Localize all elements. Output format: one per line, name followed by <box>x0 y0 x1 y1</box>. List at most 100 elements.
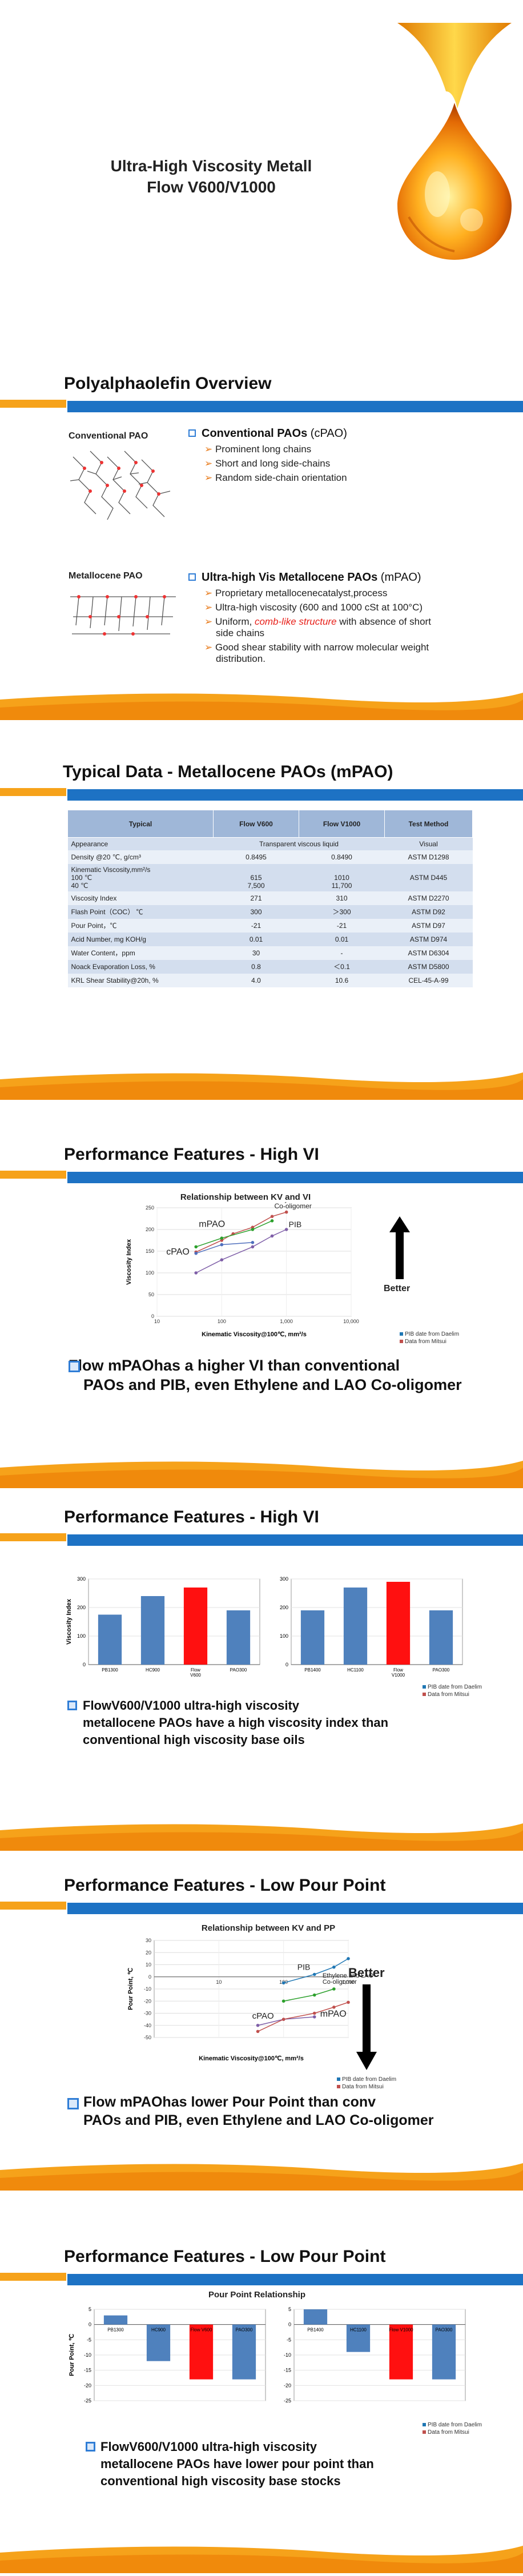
table-cell: Density @20 ℃, g/cm³ <box>71 853 141 861</box>
arrow-bullet-icon: ➢ <box>204 444 215 455</box>
y-tick-label: 150 <box>146 1248 154 1254</box>
y-tick-label: -5 <box>287 2337 291 2342</box>
bar <box>300 1610 325 1665</box>
bullet-box-icon <box>67 1701 77 1710</box>
table-cell: ASTM D445 <box>409 873 448 882</box>
pp-bar-chart-v1000: 5 0 -5 -10 -15 -20 -25 PB1400 HC1100 Flow V1000 PA… <box>284 2306 466 2404</box>
chart-title: Pour Point Relationship <box>208 2290 305 2300</box>
x-tick-label: HC1100 <box>347 1667 364 1673</box>
y-tick-label: -15 <box>284 2368 291 2373</box>
conventional-pao-abbr: (cPAO) <box>310 427 347 440</box>
col-header: Flow V600 <box>213 810 299 838</box>
kv-vi-scatter-chart: 0 50 100 150 200 250 10 100 1,000 10,000 Kinematic… <box>126 1202 359 1338</box>
y-tick-label: 30 <box>146 1938 151 1943</box>
bar <box>226 1610 251 1665</box>
bar <box>183 1588 208 1665</box>
checkbox-bullet-icon <box>188 429 196 437</box>
bar <box>346 2324 371 2352</box>
x-tick-label: PB1400 <box>307 2328 324 2333</box>
data-point <box>284 1210 288 1214</box>
bar <box>189 2324 214 2380</box>
y-tick-label: -10 <box>84 2352 91 2358</box>
col-header: Typical <box>67 810 214 838</box>
plot-area <box>156 1207 352 1317</box>
y-tick-label: -30 <box>144 2011 151 2016</box>
better-label: Better <box>348 1966 385 1980</box>
table-row: Acid Number, mg KOH/g 0.01 0.01 ASTM D974 <box>67 932 473 946</box>
met-item-4: ➢ Good shear stability with narrow molec… <box>204 642 429 664</box>
table-cell: ＜0.1 <box>333 963 350 971</box>
y-tick-label: -40 <box>144 2023 151 2028</box>
y-tick-label: 200 <box>146 1227 154 1232</box>
table-cell: Pour Point，℃ <box>71 922 117 930</box>
series-label: Ethylene and LAO <box>323 1972 374 1979</box>
series-line <box>195 1211 287 1253</box>
table-cell: ASTM D92 <box>412 907 445 916</box>
oil-drop-illustration <box>397 23 512 260</box>
header-bar <box>0 1902 523 1914</box>
y-tick-label: 0 <box>148 1974 151 1980</box>
better-arrow-down-icon <box>356 1984 377 2070</box>
y-tick-label: 300 <box>280 1576 288 1582</box>
y-tick-label: 200 <box>280 1605 288 1610</box>
y-tick-label: 0 <box>83 1662 86 1667</box>
footer-wave <box>0 1072 523 1100</box>
data-point <box>256 2030 260 2034</box>
table-cell: ASTM D97 <box>412 921 445 930</box>
data-point <box>194 1252 198 1255</box>
table-cell: -21 <box>336 921 347 930</box>
x-axis-label: Kinematic Viscosity@100℃, mm²/s <box>202 1331 307 1338</box>
low-pour-point-slide-2: Performance Features - Low Pour Point Po… <box>0 2239 523 2576</box>
metallocene-pao-structure <box>70 595 176 636</box>
bar <box>343 1588 368 1665</box>
table-row: Kinematic Viscosity,mm²/s 100 ℃ 40 ℃ 615… <box>67 863 473 891</box>
data-point <box>270 1234 274 1238</box>
table-cell: KRL Shear Stability@20h, % <box>71 976 159 984</box>
table-cell: ＞300 <box>332 908 351 916</box>
table-row: Appearance Transparent viscous liquid Vi… <box>67 837 473 850</box>
x-tick-label: PAO300 <box>236 2328 253 2333</box>
y-tick-label: -10 <box>144 1986 151 1992</box>
table-cell: 0.01 <box>335 935 349 943</box>
chart-note: PIB date from Daelim Data from Mitsui <box>337 2076 396 2091</box>
data-point <box>312 1993 316 1997</box>
table-cell: -21 <box>251 921 262 930</box>
bar <box>303 2309 328 2325</box>
series-line <box>283 1988 335 2002</box>
high-vi-slide-2: Performance Features - High VI 0 100 200 30… <box>0 1502 523 1856</box>
table-cell: 0.8 <box>251 962 261 971</box>
y-tick-label: -25 <box>84 2398 91 2404</box>
table-cell: ASTM D1298 <box>408 853 449 861</box>
slide-title: Polyalphaolefin Overview <box>64 374 272 393</box>
bullet-text: FlowV600/V1000 ultra-high viscosity meta… <box>83 1698 389 1747</box>
x-tick-label: PB1300 <box>102 1667 118 1673</box>
conventional-pao-heading: Conventional PAOs <box>202 427 308 440</box>
pao-overview-slide: Polyalphaolefin Overview Conventional PA… <box>0 365 523 731</box>
vi-bar-chart-v600: 0 100 200 300 PB1300 HC900 FlowV600 PAO300 Visco… <box>66 1576 260 1678</box>
slide-title: Performance Features - High VI <box>64 1508 319 1526</box>
header-bar <box>0 1171 523 1183</box>
bullet-box-icon <box>67 2098 79 2109</box>
table-cell: Noack Evaporation Loss, % <box>71 962 155 971</box>
data-point <box>194 1245 198 1249</box>
table-cell: 0.01 <box>249 935 263 943</box>
y-tick-label: 0 <box>88 2322 91 2328</box>
chart-title: Relationship between KV and PP <box>201 1923 336 1933</box>
chart-note: PIB date from Daelim Data from Mitsui <box>400 1331 459 1345</box>
bullet-text: Flow mPAOhas lower Pour Point than conv … <box>83 2094 434 2128</box>
x-tick-label: 10,000 <box>343 1319 359 1324</box>
bar <box>98 1614 122 1665</box>
checkbox-bullet-icon <box>188 573 196 581</box>
data-point <box>256 2023 260 2027</box>
y-tick-label: -5 <box>87 2337 91 2342</box>
table-cell: 0.8495 <box>246 853 267 861</box>
cover-title: Ultra-High Viscosity Metall Flow V600/V1… <box>91 155 331 198</box>
x-tick-label: HC900 <box>146 1667 160 1673</box>
table-cell: 615 7,500 <box>247 873 265 890</box>
footer-wave <box>0 693 523 720</box>
table-cell: 0.8490 <box>331 853 352 861</box>
table-cell: - <box>340 949 343 957</box>
x-tick-label: V600 <box>190 1673 201 1678</box>
metallocene-pao-heading: Ultra-high Vis Metallocene PAOs <box>202 571 378 584</box>
x-tick-label: PB1400 <box>304 1667 321 1673</box>
